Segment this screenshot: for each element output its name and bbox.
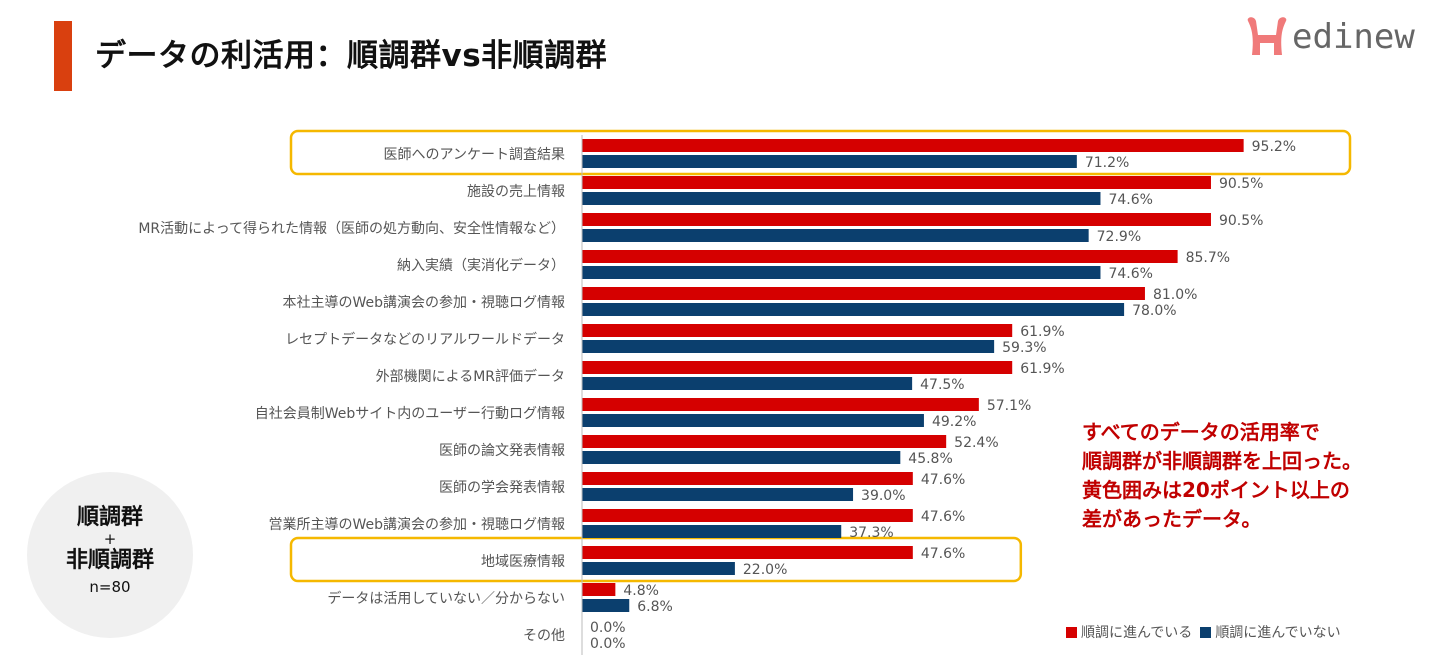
plus-label: + bbox=[103, 530, 117, 548]
bar-on-track bbox=[582, 583, 616, 596]
data-label: 74.6% bbox=[1108, 266, 1152, 282]
medinew-logo: edinew bbox=[1244, 12, 1415, 62]
bar-on-track bbox=[582, 324, 1013, 337]
annotation-note: すべてのデータの活用率で 順調群が非順調群を上回った。 黄色囲みは20ポイント以… bbox=[1082, 418, 1362, 534]
category-label: 医師の学会発表情報 bbox=[439, 480, 565, 496]
bar-on-track bbox=[582, 287, 1145, 300]
highlight-box bbox=[289, 129, 1352, 176]
category-label: データは活用していない／分からない bbox=[327, 590, 565, 607]
data-label: 22.0% bbox=[743, 562, 787, 578]
data-label: 45.8% bbox=[908, 451, 952, 467]
sample-size-label: n=80 bbox=[89, 578, 131, 596]
data-label: 59.3% bbox=[1002, 340, 1046, 356]
group2-label: 非順調群 bbox=[65, 548, 154, 573]
bar-on-track bbox=[582, 435, 947, 448]
bar-not-on-track bbox=[582, 192, 1101, 205]
data-label: 39.0% bbox=[861, 488, 905, 504]
note-line: 黄色囲みは20ポイント以上の bbox=[1082, 478, 1350, 502]
bar-not-on-track bbox=[582, 562, 735, 575]
legend-label-series2: 順調に進んでいない bbox=[1215, 625, 1341, 641]
data-label: 57.1% bbox=[987, 398, 1031, 414]
category-label: 自社会員制Webサイト内のユーザー行動ログ情報 bbox=[255, 406, 565, 422]
data-label: 49.2% bbox=[932, 414, 976, 430]
bar-on-track bbox=[582, 546, 913, 559]
data-label: 47.5% bbox=[920, 377, 964, 393]
note-line: すべてのデータの活用率で bbox=[1082, 420, 1320, 444]
note-line: 差があったデータ。 bbox=[1082, 507, 1262, 531]
bar-on-track bbox=[582, 398, 979, 411]
data-label: 61.9% bbox=[1020, 324, 1064, 340]
bar-on-track bbox=[582, 213, 1211, 226]
legend-label-series1: 順調に進んでいる bbox=[1081, 625, 1193, 641]
logo-text: edinew bbox=[1292, 17, 1415, 57]
category-label: 外部機関によるMR評価データ bbox=[376, 368, 565, 385]
data-label: 81.0% bbox=[1153, 287, 1197, 303]
category-label: MR活動によって得られた情報（医師の処方動向、安全性情報など） bbox=[138, 220, 565, 237]
bar-not-on-track bbox=[582, 340, 995, 353]
data-label: 4.8% bbox=[623, 583, 659, 599]
data-label: 85.7% bbox=[1186, 250, 1230, 266]
data-label: 90.5% bbox=[1219, 176, 1263, 192]
bar-not-on-track bbox=[582, 303, 1125, 316]
legend-swatch-series1 bbox=[1066, 626, 1077, 638]
title-accent-bar bbox=[54, 21, 72, 91]
legend-swatch-series2 bbox=[1200, 626, 1212, 638]
note-line: 順調群が非順調群を上回った。 bbox=[1082, 449, 1362, 473]
data-label: 47.6% bbox=[921, 509, 965, 525]
bar-on-track bbox=[582, 361, 1013, 374]
category-label: 医師の論文発表情報 bbox=[439, 443, 565, 459]
data-label: 52.4% bbox=[954, 435, 998, 451]
category-label: その他 bbox=[523, 628, 565, 644]
category-label: レセプトデータなどのリアルワールドデータ bbox=[285, 331, 565, 348]
bar-on-track bbox=[582, 176, 1211, 189]
category-label: 営業所主導のWeb講演会の参加・視聴ログ情報 bbox=[268, 516, 565, 533]
sample-size-badge: 順調群 + 非順調群 n=80 bbox=[27, 472, 193, 638]
data-label: 0.0% bbox=[590, 636, 626, 652]
category-label: 医師へのアンケート調査結果 bbox=[384, 147, 565, 163]
data-label: 71.2% bbox=[1085, 155, 1129, 171]
bar-not-on-track bbox=[582, 155, 1077, 168]
bar-not-on-track bbox=[582, 414, 924, 427]
bar-not-on-track bbox=[582, 525, 842, 538]
category-label: 地域医療情報 bbox=[481, 553, 565, 570]
data-label: 37.3% bbox=[849, 525, 893, 541]
bar-on-track bbox=[582, 509, 913, 522]
bar-not-on-track bbox=[582, 377, 913, 390]
bar-on-track bbox=[582, 250, 1178, 263]
bar-not-on-track bbox=[582, 599, 630, 612]
bar-on-track bbox=[582, 139, 1244, 152]
data-label: 90.5% bbox=[1219, 213, 1263, 229]
data-label: 0.0% bbox=[590, 620, 626, 636]
page-title: データの利活用：順調群vs非順調群 bbox=[95, 38, 608, 74]
category-label: 本社主導のWeb講演会の参加・視聴ログ情報 bbox=[282, 294, 565, 311]
data-label: 72.9% bbox=[1097, 229, 1141, 245]
legend: 順調に進んでいる 順調に進んでいない bbox=[1066, 622, 1341, 642]
data-label: 6.8% bbox=[637, 599, 673, 615]
logo-m-icon bbox=[1247, 17, 1287, 55]
bar-on-track bbox=[582, 472, 913, 485]
data-label: 47.6% bbox=[921, 472, 965, 488]
data-label: 78.0% bbox=[1132, 303, 1176, 319]
group1-label: 順調群 bbox=[76, 505, 143, 530]
category-label: 施設の売上情報 bbox=[467, 184, 565, 200]
data-label: 95.2% bbox=[1252, 139, 1296, 155]
data-label: 47.6% bbox=[921, 546, 965, 562]
bar-not-on-track bbox=[582, 266, 1101, 279]
data-label: 74.6% bbox=[1108, 192, 1152, 208]
bar-not-on-track bbox=[582, 488, 854, 501]
bar-not-on-track bbox=[582, 451, 901, 464]
category-label: 納入実績（実消化データ） bbox=[397, 257, 565, 274]
data-label: 61.9% bbox=[1020, 361, 1064, 377]
bar-not-on-track bbox=[582, 229, 1089, 242]
